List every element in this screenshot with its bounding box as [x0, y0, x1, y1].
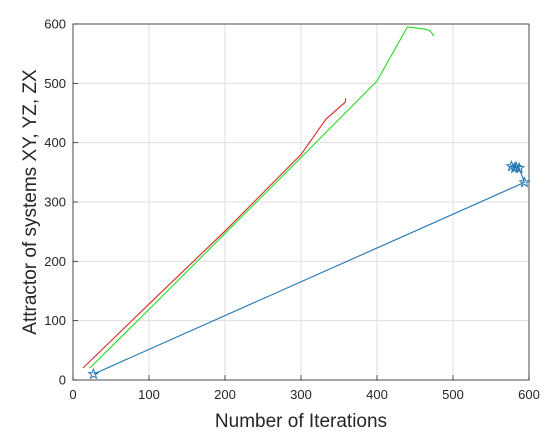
y-tick-label: 600 — [44, 17, 66, 32]
series-1-line — [82, 98, 347, 369]
series-3-point — [87, 367, 100, 380]
x-tick-label: 400 — [366, 387, 388, 402]
axis-ticks: 0 100 200 300 400 500 600 0 100 200 300 400 500 600 — [44, 17, 540, 403]
y-tick-label: 500 — [44, 76, 66, 91]
series-3-point — [505, 159, 518, 172]
series-2-line — [89, 26, 435, 369]
x-tick-label: 600 — [518, 387, 540, 402]
series-3 — [87, 159, 531, 380]
y-tick-label: 200 — [44, 254, 66, 269]
series-layer — [82, 26, 531, 380]
x-tick-label: 300 — [290, 387, 312, 402]
series-3-point — [509, 160, 523, 173]
series-1 — [82, 98, 347, 369]
x-tick-label: 500 — [442, 387, 464, 402]
y-tick-label: 100 — [44, 313, 66, 328]
x-tick-label: 200 — [214, 387, 236, 402]
y-tick-label: 400 — [44, 135, 66, 150]
y-tick-label: 300 — [44, 195, 66, 210]
x-axis-title: Number of Iterations — [215, 411, 387, 432]
series-2 — [89, 26, 435, 369]
x-tick-label: 0 — [69, 387, 76, 402]
series-3-point — [518, 175, 531, 188]
y-axis-title: Attractor of systems XY, YZ, ZX — [20, 69, 41, 335]
y-tick-label: 0 — [59, 373, 66, 388]
x-tick-label: 100 — [138, 387, 160, 402]
